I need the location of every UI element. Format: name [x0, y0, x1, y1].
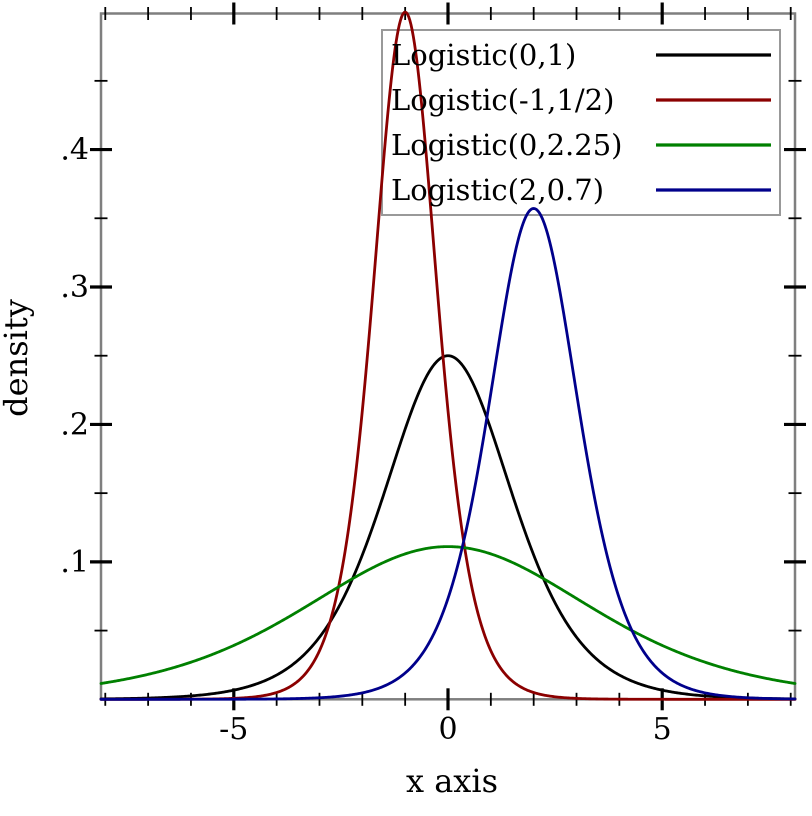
- axis-ticks-layer: [90, 2, 806, 711]
- legend-label-logistic-0-2-25: Logistic(0,2.25): [391, 128, 622, 162]
- legend-box-layer: [381, 29, 781, 216]
- legend-box: [381, 29, 781, 216]
- legend-label-logistic-1-1-2: Logistic(-1,1/2): [391, 83, 614, 117]
- curve-logistic-0-2-25: [99, 545, 797, 685]
- y-axis-title: density: [0, 299, 35, 417]
- y-tick-label: .4: [60, 133, 89, 168]
- x-tick-label: 0: [438, 712, 457, 747]
- curves-layer: [99, 10, 797, 701]
- y-tick-label: .3: [60, 270, 89, 305]
- curve-logistic-0-1: [99, 354, 797, 701]
- x-tick-label: -5: [219, 712, 248, 747]
- tick-labels-layer: -5 0 5 .1 .2 .3 .4: [60, 133, 671, 747]
- x-axis-title: x axis: [406, 762, 498, 800]
- y-tick-label: .2: [60, 407, 89, 442]
- y-tick-label: .1: [60, 545, 89, 580]
- curve-logistic-2-0-7: [99, 207, 797, 701]
- legend-label-logistic-0-1: Logistic(0,1): [391, 38, 576, 72]
- legend-label-logistic-2-0-7: Logistic(2,0.7): [391, 173, 604, 207]
- legend-entries-layer: Logistic(0,1) Logistic(-1,1/2) Logistic(0,…: [391, 38, 771, 207]
- x-tick-label: 5: [653, 712, 672, 747]
